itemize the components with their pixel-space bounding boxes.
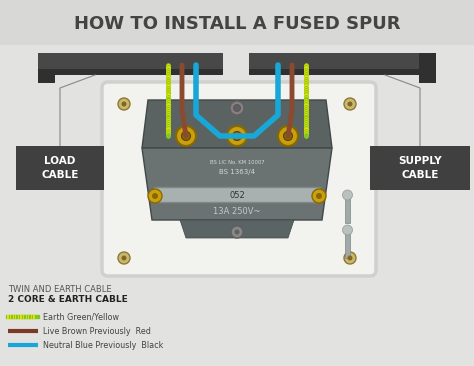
FancyBboxPatch shape (249, 53, 436, 75)
Text: Neutral Blue Previously  Black: Neutral Blue Previously Black (43, 340, 164, 350)
Bar (345, 230, 350, 258)
Text: SUPPLY
CABLE: SUPPLY CABLE (398, 156, 442, 180)
Circle shape (230, 101, 244, 115)
FancyBboxPatch shape (16, 146, 104, 190)
Circle shape (347, 101, 353, 107)
Text: 052: 052 (229, 190, 245, 199)
Circle shape (278, 126, 298, 146)
Circle shape (283, 131, 292, 141)
Circle shape (312, 189, 326, 203)
Circle shape (343, 225, 353, 235)
Circle shape (347, 255, 353, 261)
Text: HOW TO INSTALL A FUSED SPUR: HOW TO INSTALL A FUSED SPUR (74, 15, 400, 33)
Bar (38, 69, 223, 75)
Polygon shape (419, 53, 436, 83)
Circle shape (176, 126, 196, 146)
Polygon shape (142, 100, 332, 148)
Circle shape (121, 255, 127, 261)
Circle shape (233, 131, 241, 141)
Text: 13A 250V~: 13A 250V~ (213, 208, 261, 217)
Text: TWIN AND EARTH CABLE: TWIN AND EARTH CABLE (8, 285, 111, 294)
Bar (249, 69, 436, 75)
Circle shape (148, 189, 162, 203)
Bar (0, 0, 474, 45)
Circle shape (231, 226, 243, 238)
Circle shape (121, 101, 127, 107)
Polygon shape (142, 148, 332, 220)
Text: Earth Green/Yellow: Earth Green/Yellow (43, 313, 119, 321)
Circle shape (182, 131, 191, 141)
Circle shape (234, 105, 240, 112)
Text: 2 CORE & EARTH CABLE: 2 CORE & EARTH CABLE (8, 295, 128, 304)
Text: LOAD
CABLE: LOAD CABLE (41, 156, 79, 180)
FancyBboxPatch shape (370, 146, 470, 190)
FancyBboxPatch shape (154, 187, 320, 202)
Text: Live Brown Previously  Red: Live Brown Previously Red (43, 326, 151, 336)
Circle shape (343, 190, 353, 200)
Circle shape (344, 252, 356, 264)
Text: BS 1363/4: BS 1363/4 (219, 169, 255, 175)
Circle shape (118, 98, 130, 110)
Circle shape (344, 98, 356, 110)
Circle shape (235, 229, 239, 235)
Bar (345, 195, 350, 223)
Polygon shape (180, 220, 294, 238)
FancyBboxPatch shape (38, 53, 223, 75)
Circle shape (118, 252, 130, 264)
FancyBboxPatch shape (102, 82, 376, 276)
Circle shape (316, 193, 322, 199)
Polygon shape (38, 53, 55, 83)
Circle shape (152, 193, 158, 199)
Circle shape (227, 126, 247, 146)
Text: BS LIC No. KM 10007: BS LIC No. KM 10007 (210, 161, 264, 165)
